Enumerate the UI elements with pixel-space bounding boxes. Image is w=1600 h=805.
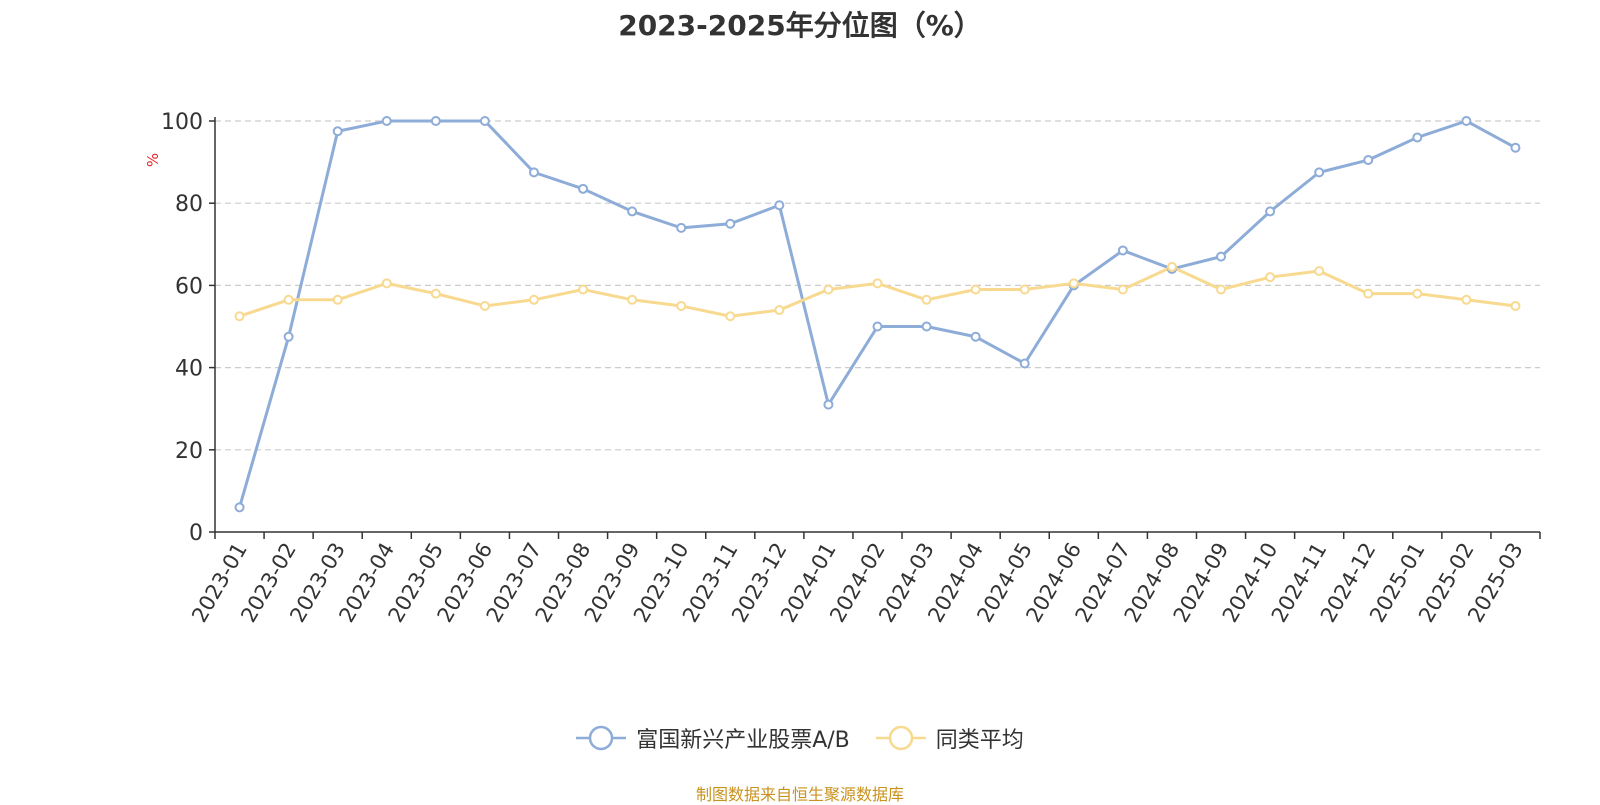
y-tick-label: 80 bbox=[175, 192, 203, 217]
series-lines bbox=[234, 116, 1521, 513]
source-note: 制图数据来自恒生聚源数据库 bbox=[695, 785, 904, 804]
data-point bbox=[1510, 300, 1521, 311]
data-point bbox=[1117, 284, 1128, 295]
data-point bbox=[283, 331, 294, 342]
data-point bbox=[1412, 132, 1423, 143]
data-point bbox=[823, 399, 834, 410]
data-point bbox=[479, 300, 490, 311]
legend-item[interactable]: 富国新兴产业股票A/B bbox=[576, 722, 850, 754]
data-point bbox=[578, 183, 589, 194]
data-point bbox=[430, 288, 441, 299]
data-point bbox=[332, 126, 343, 137]
data-point bbox=[921, 294, 932, 305]
y-tick-label: 0 bbox=[189, 521, 203, 546]
data-point bbox=[332, 294, 343, 305]
data-point bbox=[872, 321, 883, 332]
y-tick-label: 20 bbox=[175, 439, 203, 464]
data-point bbox=[970, 284, 981, 295]
data-point bbox=[1216, 284, 1227, 295]
y-axis-label: % bbox=[144, 153, 162, 167]
data-point bbox=[823, 284, 834, 295]
data-point bbox=[725, 218, 736, 229]
data-point bbox=[627, 206, 638, 217]
data-point bbox=[1117, 245, 1128, 256]
data-point bbox=[1314, 167, 1325, 178]
series-line bbox=[239, 265, 1516, 318]
data-point bbox=[1216, 251, 1227, 262]
data-point bbox=[1019, 284, 1030, 295]
data-point bbox=[921, 321, 932, 332]
data-point bbox=[430, 116, 441, 126]
y-tick-label: 60 bbox=[175, 274, 203, 299]
data-point bbox=[1166, 261, 1177, 272]
legend-symbol-icon bbox=[576, 725, 627, 751]
legend-item[interactable]: 同类平均 bbox=[875, 722, 1024, 754]
data-point bbox=[1363, 288, 1374, 299]
data-point bbox=[381, 278, 392, 289]
data-point bbox=[1363, 155, 1374, 166]
data-point bbox=[381, 116, 392, 126]
data-point bbox=[234, 311, 245, 322]
data-point bbox=[1265, 272, 1276, 283]
data-point bbox=[970, 331, 981, 342]
legend: 富国新兴产业股票A/B 同类平均 bbox=[0, 722, 1600, 754]
y-tick-label: 100 bbox=[161, 110, 203, 135]
data-point bbox=[872, 278, 883, 289]
data-point bbox=[528, 167, 539, 178]
data-point bbox=[1510, 142, 1521, 153]
data-point bbox=[479, 116, 490, 126]
data-point bbox=[676, 222, 687, 233]
data-point bbox=[676, 300, 687, 311]
data-point bbox=[627, 294, 638, 305]
legend-marker bbox=[888, 725, 914, 751]
data-point bbox=[1019, 358, 1030, 369]
data-point bbox=[234, 502, 245, 513]
data-point bbox=[283, 294, 294, 305]
legend-marker bbox=[588, 725, 614, 751]
data-point bbox=[1461, 116, 1472, 126]
data-point bbox=[1265, 206, 1276, 217]
data-point bbox=[1314, 266, 1325, 277]
y-tick-label: 40 bbox=[175, 357, 203, 382]
legend-label: 富国新兴产业股票A/B bbox=[636, 728, 850, 753]
legend-symbol-icon bbox=[875, 725, 926, 751]
data-point bbox=[774, 200, 785, 211]
data-point bbox=[528, 294, 539, 305]
data-point bbox=[774, 305, 785, 316]
chart-title: 2023-2025年分位图（%） bbox=[618, 9, 982, 42]
data-point bbox=[1412, 288, 1423, 299]
data-point bbox=[578, 284, 589, 295]
legend-label: 同类平均 bbox=[935, 728, 1024, 753]
data-point bbox=[725, 311, 736, 322]
data-point bbox=[1461, 294, 1472, 305]
data-point bbox=[1068, 278, 1079, 289]
